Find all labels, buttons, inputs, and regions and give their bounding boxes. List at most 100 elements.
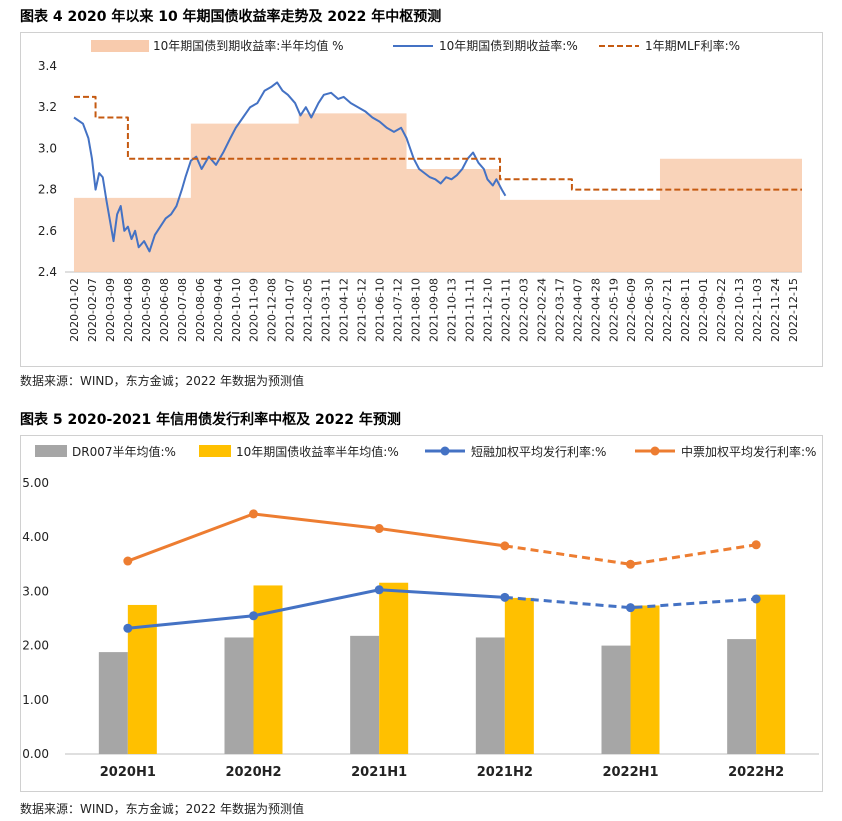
chart1-ytick-label: 2.6 xyxy=(38,224,57,238)
figure1-title: 图表 4 2020 年以来 10 年期国债收益率走势及 2022 年中枢预测 xyxy=(20,9,442,25)
chart1-xtick-label: 2022-09-01 xyxy=(697,278,710,342)
chart2-legend-swatch xyxy=(199,445,231,457)
chart1-xtick-label: 2021-12-10 xyxy=(481,278,494,342)
chart1-ytick-label: 3.0 xyxy=(38,141,57,155)
chart2-bar-dr007 xyxy=(98,652,128,754)
chart1-xtick-label: 2021-03-11 xyxy=(320,278,333,342)
chart2-frame: 0.00 1.00 2.00 3.00 4.00 5.00 2020H1 2020H2 2021… xyxy=(20,435,823,792)
chart2-ytick-label: 3.00 xyxy=(22,584,49,598)
chart1-xtick-label: 2022-09-22 xyxy=(715,278,728,342)
chart1-xtick-label: 2022-06-30 xyxy=(643,278,656,342)
chart1-xtick-label: 2021-10-13 xyxy=(445,278,458,342)
chart2-bar-10y xyxy=(504,597,534,754)
chart2-bar-10y xyxy=(379,582,409,754)
chart2-ytick-label: 2.00 xyxy=(22,639,49,653)
chart2-legend-label: 10年期国债收益率半年均值:% xyxy=(236,444,399,459)
chart1-series-mlf-line xyxy=(73,95,802,191)
chart1-xtick-label: 2020-12-08 xyxy=(266,278,279,342)
chart2-bar-dr007 xyxy=(350,635,380,754)
chart2-category-label: 2021H2 xyxy=(477,765,533,780)
chart1-xtick-label: 2022-12-15 xyxy=(787,278,800,342)
chart2-mtn-line-solid xyxy=(127,512,506,563)
chart2-mtn-line-point xyxy=(626,559,635,569)
chart2-legend-label: DR007半年均值:% xyxy=(72,444,176,459)
chart1-legend-label: 10年期国债到期收益率:半年均值 % xyxy=(153,38,344,53)
chart2-bar-dr007 xyxy=(601,645,631,754)
chart2-cp-line-point xyxy=(626,603,635,613)
chart1-xtick-label: 2022-02-24 xyxy=(535,278,548,342)
chart1-xtick-label: 2020-08-06 xyxy=(194,278,207,342)
chart2-legend-label: 短融加权平均发行利率:% xyxy=(471,444,606,459)
chart2-legend-swatch xyxy=(35,445,67,457)
chart1-legend-label: 1年期MLF利率:% xyxy=(645,38,740,53)
chart2-ytick-label: 5.00 xyxy=(22,476,49,490)
chart2-mtn-line-dashed xyxy=(504,543,757,566)
chart2-cp-line-point xyxy=(249,611,258,621)
chart1-xtick-label: 2020-04-08 xyxy=(122,278,135,342)
chart2-mtn-line-point xyxy=(374,524,384,534)
chart1-xtick-label: 2020-05-09 xyxy=(140,278,153,342)
chart1-xtick-label: 2021-08-10 xyxy=(410,278,423,342)
chart1-xtick-label: 2022-07-21 xyxy=(661,278,674,342)
chart2-category-label: 2021H1 xyxy=(351,765,407,780)
chart2-mtn-line-point xyxy=(751,540,761,550)
chart1-xtick-label: 2022-11-24 xyxy=(769,278,782,342)
chart2-bar-dr007 xyxy=(475,637,505,754)
chart1-series-yield-line xyxy=(73,81,507,253)
chart2-category-label: 2020H2 xyxy=(225,765,281,780)
chart1-xtick-label: 2022-03-17 xyxy=(553,278,566,342)
chart2-cp-line-point xyxy=(374,585,384,595)
chart1-xtick-label: 2020-01-02 xyxy=(68,278,81,342)
chart2-mtn-line-point xyxy=(249,509,258,519)
chart2-legend-label: 中票加权平均发行利率:% xyxy=(681,444,816,459)
chart1-xtick-label: 2020-07-08 xyxy=(176,278,189,342)
chart1-legend-label: 10年期国债到期收益率:% xyxy=(439,38,578,53)
chart1-xtick-label: 2020-06-08 xyxy=(158,278,171,342)
chart2-bar-dr007 xyxy=(727,639,757,754)
chart1-xtick-label: 2022-01-11 xyxy=(499,278,512,342)
chart2-cp-line-solid xyxy=(127,588,505,630)
chart2-svg: 0.00 1.00 2.00 3.00 4.00 5.00 2020H1 2020H2 2021… xyxy=(22,444,819,780)
chart1-xtick-label: 2022-11-03 xyxy=(751,278,764,342)
chart1-ytick-label: 2.4 xyxy=(38,265,57,279)
chart2-ytick-label: 1.00 xyxy=(22,693,49,707)
chart1-xtick-label: 2021-06-10 xyxy=(374,278,387,342)
chart2-mtn-line-point xyxy=(123,556,133,566)
chart1-xtick-label: 2020-09-04 xyxy=(212,278,225,342)
chart1-xtick-label: 2022-04-07 xyxy=(571,278,584,342)
chart1-frame: 2.4 2.6 2.8 3.0 3.2 3.4 2020-01-02 2020-02-07 20… xyxy=(20,32,823,367)
chart1-xtick-label: 2021-07-12 xyxy=(392,278,405,342)
chart2-bar-10y xyxy=(630,605,660,754)
chart1-xtick-label: 2022-10-13 xyxy=(733,278,746,342)
chart1-xtick-label: 2021-09-08 xyxy=(428,278,441,342)
figure2-title: 图表 5 2020-2021 年信用债发行利率中枢及 2022 年预测 xyxy=(20,412,401,428)
chart2-ytick-label: 0.00 xyxy=(22,747,49,761)
chart1-legend-swatch xyxy=(91,40,149,52)
chart1-xtick-label: 2021-04-12 xyxy=(338,278,351,342)
chart2-legend-marker xyxy=(440,446,450,456)
chart2-bar-10y xyxy=(756,594,786,754)
chart2-legend-marker xyxy=(650,446,660,456)
chart1-xtick-label: 2022-08-11 xyxy=(679,278,692,342)
chart1-ytick-label: 3.2 xyxy=(38,100,57,114)
chart1-xtick-label: 2022-02-03 xyxy=(517,278,530,342)
chart2-mtn-line-point xyxy=(500,541,510,551)
chart2-cp-line-point xyxy=(500,592,510,602)
chart2-cp-line-point xyxy=(123,623,133,633)
figure2-source: 数据来源：WIND，东方金诚；2022 年数据为预测值 xyxy=(20,802,304,816)
chart2-cp-line-point xyxy=(751,594,761,604)
chart1-xtick-label: 2021-05-12 xyxy=(356,278,369,342)
figure1-source: 数据来源：WIND，东方金诚；2022 年数据为预测值 xyxy=(20,374,304,388)
chart2-category-label: 2022H1 xyxy=(602,765,658,780)
chart1-xtick-label: 2021-02-05 xyxy=(302,278,315,342)
chart1-xtick-label: 2020-11-09 xyxy=(248,278,261,342)
chart1-xtick-label: 2020-03-09 xyxy=(104,278,117,342)
chart2-bar-10y xyxy=(127,604,157,754)
chart1-series-area xyxy=(73,113,803,272)
chart1-xtick-label: 2022-06-09 xyxy=(625,278,638,342)
chart1-xtick-label: 2020-10-10 xyxy=(230,278,243,342)
chart1-xtick-label: 2022-05-19 xyxy=(607,278,620,342)
chart1-svg: 2.4 2.6 2.8 3.0 3.2 3.4 2020-01-02 2020-02-07 20… xyxy=(38,38,803,342)
chart1-xtick-label: 2020-02-07 xyxy=(86,278,99,342)
chart2-ytick-label: 4.00 xyxy=(22,530,49,544)
